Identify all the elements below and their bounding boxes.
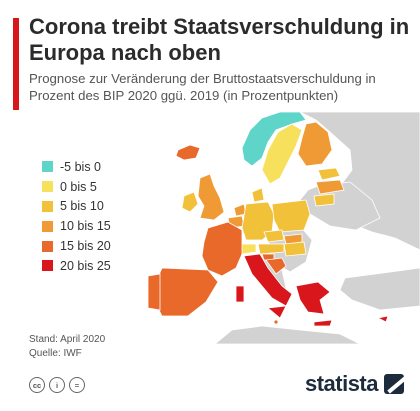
region-daenemark	[251, 187, 265, 203]
region-griechenland-kreta	[313, 319, 333, 327]
cc-icon[interactable]: cc	[29, 377, 45, 393]
chart-title: Corona treibt Staatsverschuldung in Euro…	[29, 14, 410, 65]
legend: -5 bis 0 0 bis 5 5 bis 10 10 bis 15 15 b…	[42, 157, 111, 276]
region-italien-sardinien	[235, 285, 245, 303]
legend-label: 0 bis 5	[60, 179, 97, 194]
region-lettland	[315, 179, 345, 195]
legend-swatch	[42, 200, 53, 212]
legend-swatch	[42, 240, 53, 252]
legend-label: 20 bis 25	[60, 258, 111, 273]
region-italien	[243, 253, 293, 307]
region-griechenland	[295, 281, 331, 315]
statista-logo-icon	[384, 374, 404, 394]
region-malta	[273, 319, 279, 325]
legend-swatch	[42, 161, 53, 173]
source-info: Stand: April 2020 Quelle: IWF	[29, 333, 105, 361]
region-frankreich	[201, 221, 243, 277]
region-oesterreich	[257, 243, 285, 255]
legend-label: 5 bis 10	[60, 199, 104, 214]
legend-label: -5 bis 0	[60, 159, 101, 174]
region-deutschland	[241, 201, 275, 241]
chart-subtitle: Prognose zur Veränderung der Bruttostaat…	[29, 71, 376, 103]
region-polen	[271, 199, 311, 233]
statista-wordmark: statista	[304, 371, 379, 396]
by-icon[interactable]: i	[49, 377, 65, 393]
legend-swatch	[42, 220, 53, 232]
region-ungarn	[283, 241, 307, 257]
region-portugal	[147, 273, 161, 311]
region-uk	[197, 173, 225, 221]
legend-item: 15 bis 20	[42, 236, 111, 256]
region-finnland	[297, 121, 333, 167]
nd-icon[interactable]: =	[69, 377, 85, 393]
region-estland	[317, 167, 341, 181]
region-litauen	[313, 193, 335, 207]
legend-item: 5 bis 10	[42, 197, 111, 217]
region-island	[175, 144, 201, 161]
legend-label: 15 bis 20	[60, 239, 111, 254]
legend-item: 20 bis 25	[42, 256, 111, 276]
region-italien-sizilien	[267, 305, 287, 319]
region-schweden	[261, 123, 303, 185]
europe-map	[147, 112, 420, 344]
region-zypern	[376, 315, 389, 323]
stand-text: Stand: April 2020	[29, 334, 106, 345]
legend-item: 0 bis 5	[42, 177, 111, 197]
region-tschechien	[263, 229, 285, 243]
legend-item: -5 bis 0	[42, 157, 111, 177]
quelle-text: Quelle: IWF	[29, 348, 82, 359]
legend-swatch	[42, 181, 53, 193]
land-africa	[214, 325, 361, 344]
license-icons: cc i =	[29, 377, 85, 393]
statista-logo[interactable]: statista	[305, 371, 404, 397]
region-spanien	[153, 267, 219, 317]
region-irland	[181, 191, 199, 213]
legend-label: 10 bis 15	[60, 219, 111, 234]
land-turkey	[339, 267, 420, 311]
title-accent-bar	[13, 18, 19, 110]
legend-item: 10 bis 15	[42, 216, 111, 236]
region-kroatien	[265, 257, 287, 275]
legend-swatch	[42, 260, 53, 272]
